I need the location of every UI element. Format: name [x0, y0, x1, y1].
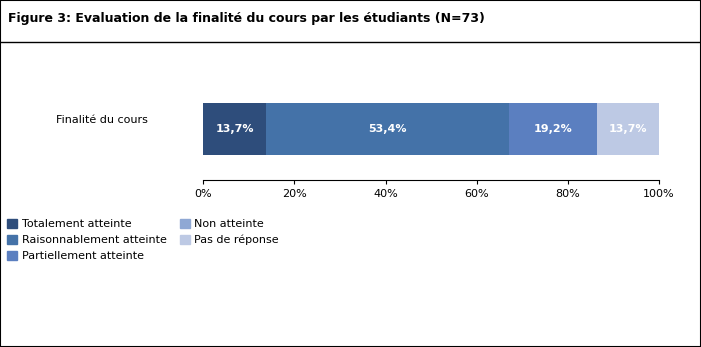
Text: 53,4%: 53,4%	[368, 124, 407, 134]
Bar	[203, 103, 266, 155]
Text: 19,2%: 19,2%	[533, 124, 572, 134]
Text: 13,7%: 13,7%	[215, 124, 254, 134]
Text: Finalité du cours: Finalité du cours	[55, 115, 148, 125]
Text: 13,7%: 13,7%	[608, 124, 647, 134]
Legend: Totalement atteinte, Raisonnablement atteinte, Partiellement atteinte, Non attei: Totalement atteinte, Raisonnablement att…	[3, 214, 283, 266]
Text: Figure 3: Evaluation de la finalité du cours par les étudiants (N=73): Figure 3: Evaluation de la finalité du c…	[8, 12, 485, 25]
Bar	[266, 103, 509, 155]
Bar	[509, 103, 597, 155]
Bar	[597, 103, 659, 155]
